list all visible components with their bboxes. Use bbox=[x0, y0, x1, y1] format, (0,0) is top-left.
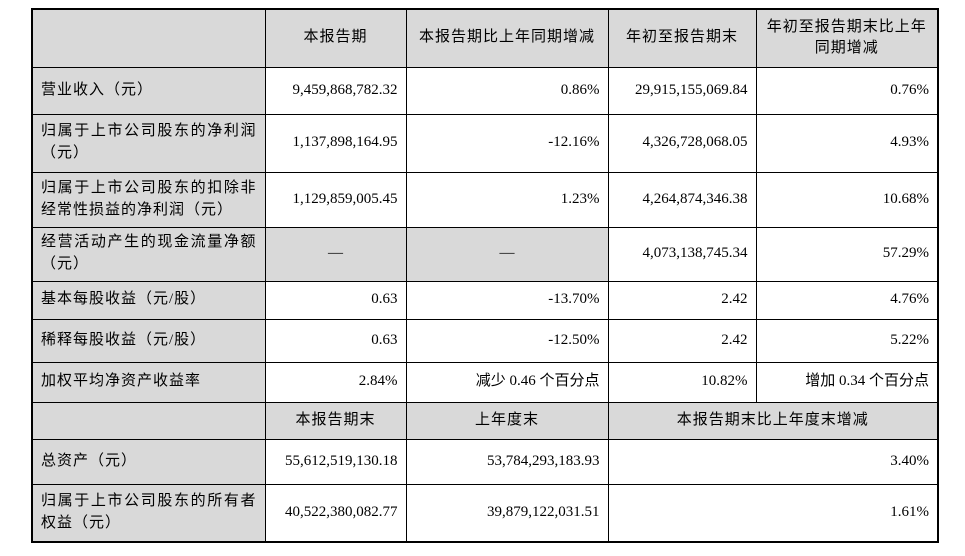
value-cell: 2.42 bbox=[607, 318, 757, 363]
na-dash-cell: — bbox=[405, 226, 609, 282]
row-label-cell: 稀释每股收益（元/股） bbox=[31, 318, 266, 363]
header-end-vs-prev-change: 本报告期末比上年度末增减 bbox=[607, 401, 939, 440]
value-cell: 0.63 bbox=[264, 280, 407, 320]
value-cell: 5.22% bbox=[755, 318, 939, 363]
row-label-cell: 归属于上市公司股东的所有者权益（元） bbox=[31, 483, 266, 543]
header-current-period: 本报告期 bbox=[264, 8, 407, 68]
table-row-revenue: 营业收入（元） 9,459,868,782.32 0.86% 29,915,15… bbox=[31, 66, 939, 115]
value-cell: 2.42 bbox=[607, 280, 757, 320]
value-cell: -12.16% bbox=[405, 113, 609, 173]
row-label-cell: 基本每股收益（元/股） bbox=[31, 280, 266, 320]
table-row-owners-equity: 归属于上市公司股东的所有者权益（元） 40,522,380,082.77 39,… bbox=[31, 483, 939, 543]
value-cell: 2.84% bbox=[264, 361, 407, 403]
header-period-end: 本报告期末 bbox=[264, 401, 407, 440]
value-cell: -12.50% bbox=[405, 318, 609, 363]
row-label-cell: 加权平均净资产收益率 bbox=[31, 361, 266, 403]
row-label-cell: 总资产（元） bbox=[31, 438, 266, 485]
value-cell: 4,326,728,068.05 bbox=[607, 113, 757, 173]
value-cell: 0.63 bbox=[264, 318, 407, 363]
row-label-cell: 归属于上市公司股东的净利润（元） bbox=[31, 113, 266, 173]
value-cell: 1.61% bbox=[607, 483, 939, 543]
value-cell: 10.68% bbox=[755, 171, 939, 228]
header-period-yoy-change: 本报告期比上年同期增减 bbox=[405, 8, 609, 68]
table-row-operating-cash-flow: 经营活动产生的现金流量净额（元） — — 4,073,138,745.34 57… bbox=[31, 226, 939, 282]
value-cell: 0.76% bbox=[755, 66, 939, 115]
value-cell: 增加 0.34 个百分点 bbox=[755, 361, 939, 403]
table-row-diluted-eps: 稀释每股收益（元/股） 0.63 -12.50% 2.42 5.22% bbox=[31, 318, 939, 363]
row-label-cell: 营业收入（元） bbox=[31, 66, 266, 115]
table-row-basic-eps: 基本每股收益（元/股） 0.63 -13.70% 2.42 4.76% bbox=[31, 280, 939, 320]
value-cell: 57.29% bbox=[755, 226, 939, 282]
header-ytd-yoy-change: 年初至报告期末比上年同期增减 bbox=[755, 8, 939, 68]
value-cell: 39,879,122,031.51 bbox=[405, 483, 609, 543]
value-cell: 40,522,380,082.77 bbox=[264, 483, 407, 543]
table-row-total-assets: 总资产（元） 55,612,519,130.18 53,784,293,183.… bbox=[31, 438, 939, 485]
value-cell: 1,137,898,164.95 bbox=[264, 113, 407, 173]
value-cell: 4,073,138,745.34 bbox=[607, 226, 757, 282]
table-row-net-profit-excl-nonrecurring: 归属于上市公司股东的扣除非经常性损益的净利润（元） 1,129,859,005.… bbox=[31, 171, 939, 228]
financial-summary-table: 本报告期 本报告期比上年同期增减 年初至报告期末 年初至报告期末比上年同期增减 … bbox=[31, 8, 939, 543]
row-label-cell: 归属于上市公司股东的扣除非经常性损益的净利润（元） bbox=[31, 171, 266, 228]
table-row-net-profit: 归属于上市公司股东的净利润（元） 1,137,898,164.95 -12.16… bbox=[31, 113, 939, 173]
header-ytd: 年初至报告期末 bbox=[607, 8, 757, 68]
value-cell: 4,264,874,346.38 bbox=[607, 171, 757, 228]
section2-header-row: 本报告期末 上年度末 本报告期末比上年度末增减 bbox=[31, 401, 939, 440]
value-cell: 29,915,155,069.84 bbox=[607, 66, 757, 115]
value-cell: 1,129,859,005.45 bbox=[264, 171, 407, 228]
row-label-cell: 经营活动产生的现金流量净额（元） bbox=[31, 226, 266, 282]
value-cell: 9,459,868,782.32 bbox=[264, 66, 407, 115]
value-cell: 0.86% bbox=[405, 66, 609, 115]
corner-cell bbox=[31, 8, 266, 68]
value-cell: 1.23% bbox=[405, 171, 609, 228]
table-row-weighted-avg-roe: 加权平均净资产收益率 2.84% 减少 0.46 个百分点 10.82% 增加 … bbox=[31, 361, 939, 403]
na-dash-cell: — bbox=[264, 226, 407, 282]
value-cell: 53,784,293,183.93 bbox=[405, 438, 609, 485]
value-cell: 4.93% bbox=[755, 113, 939, 173]
value-cell: 3.40% bbox=[607, 438, 939, 485]
corner-cell bbox=[31, 401, 266, 440]
value-cell: 55,612,519,130.18 bbox=[264, 438, 407, 485]
value-cell: 10.82% bbox=[607, 361, 757, 403]
section1-header-row: 本报告期 本报告期比上年同期增减 年初至报告期末 年初至报告期末比上年同期增减 bbox=[31, 8, 939, 68]
value-cell: -13.70% bbox=[405, 280, 609, 320]
header-prev-year-end: 上年度末 bbox=[405, 401, 609, 440]
value-cell: 减少 0.46 个百分点 bbox=[405, 361, 609, 403]
value-cell: 4.76% bbox=[755, 280, 939, 320]
